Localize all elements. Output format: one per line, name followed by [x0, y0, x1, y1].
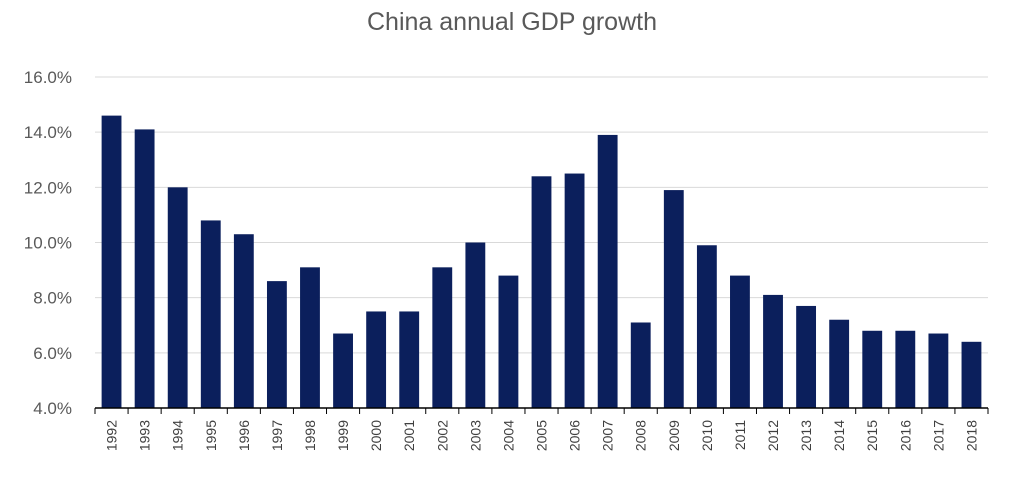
bar — [465, 242, 486, 408]
bar — [134, 129, 155, 409]
bar — [763, 294, 783, 408]
y-tick-label: 10.0% — [24, 234, 72, 253]
bar — [333, 333, 353, 408]
bar — [233, 234, 254, 408]
bar — [630, 322, 651, 408]
y-tick-label: 14.0% — [24, 123, 72, 142]
bar — [266, 281, 287, 408]
bar — [167, 187, 188, 408]
x-tick-label: 2016 — [897, 420, 913, 451]
x-tick-label: 2014 — [831, 420, 847, 451]
x-tick-label: 2000 — [368, 420, 384, 451]
bar — [829, 319, 850, 408]
x-tick-label: 2018 — [963, 420, 979, 451]
x-tick-label: 2007 — [600, 420, 616, 451]
x-tick-label: 2003 — [467, 420, 483, 451]
bar — [101, 115, 122, 408]
x-tick-label: 2008 — [633, 420, 649, 451]
x-tick-label: 1998 — [302, 420, 318, 451]
bar — [564, 173, 585, 408]
y-tick-label: 16.0% — [24, 68, 72, 87]
y-tick-label: 6.0% — [33, 344, 72, 363]
x-tick-label: 2013 — [798, 420, 814, 451]
bar — [696, 245, 717, 408]
x-tick-label: 2002 — [434, 420, 450, 451]
bar — [597, 134, 618, 409]
bar — [961, 341, 982, 408]
y-tick-label: 8.0% — [33, 289, 72, 308]
x-tick-label: 2001 — [401, 420, 417, 451]
y-tick-label: 12.0% — [24, 178, 72, 197]
x-tick-label: 2015 — [864, 420, 880, 451]
chart-title: China annual GDP growth — [367, 8, 657, 36]
bar — [300, 267, 320, 408]
x-tick-label: 1994 — [170, 420, 186, 451]
x-tick-label: 1992 — [104, 420, 120, 451]
bar — [928, 333, 949, 408]
x-tick-label: 2009 — [666, 420, 682, 451]
bar — [498, 275, 519, 408]
bar — [862, 330, 883, 408]
bar — [200, 220, 221, 408]
bar — [531, 176, 552, 408]
x-tick-label: 1997 — [269, 420, 285, 451]
x-tick-label: 1999 — [335, 420, 351, 451]
x-tick-label: 2006 — [567, 420, 583, 451]
x-tick-label: 2010 — [699, 420, 715, 451]
x-tick-label: 2012 — [765, 420, 781, 451]
x-tick-label: 1996 — [236, 420, 252, 451]
x-tick-label: 2005 — [534, 420, 550, 451]
x-tick-label: 1995 — [203, 420, 219, 451]
x-tick-label: 2011 — [732, 420, 748, 450]
bar — [895, 330, 916, 408]
bar — [730, 275, 750, 408]
x-tick-label: 2017 — [930, 420, 946, 451]
x-tick-label: 1993 — [137, 420, 153, 451]
x-tick-label: 2004 — [500, 420, 516, 451]
bar — [399, 311, 420, 408]
bar — [432, 267, 453, 408]
y-tick-label: 4.0% — [33, 399, 72, 418]
bar — [796, 305, 817, 408]
bar — [663, 190, 684, 408]
bar — [366, 311, 387, 408]
